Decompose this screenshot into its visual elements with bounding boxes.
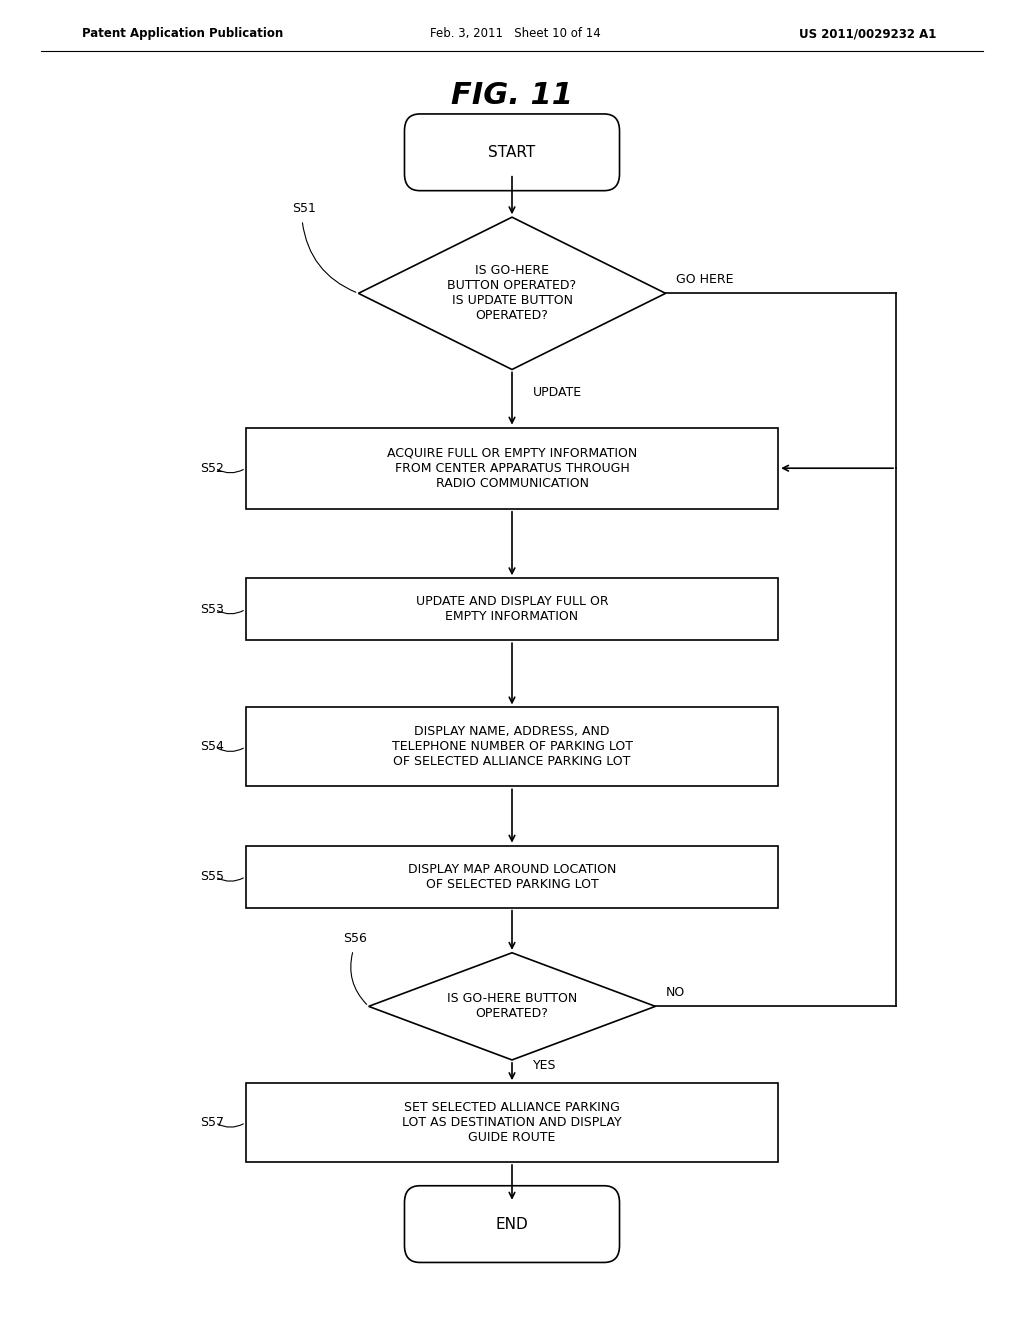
Text: END: END (496, 1217, 528, 1232)
Text: UPDATE AND DISPLAY FULL OR
EMPTY INFORMATION: UPDATE AND DISPLAY FULL OR EMPTY INFORMA… (416, 595, 608, 623)
Text: S57: S57 (200, 1117, 223, 1129)
Text: GO HERE: GO HERE (676, 273, 733, 286)
Bar (246, 1084, 778, 1162)
Bar (246, 846, 778, 908)
FancyBboxPatch shape (404, 1185, 620, 1262)
Text: S54: S54 (200, 741, 223, 754)
Bar (246, 428, 778, 508)
Text: FIG. 11: FIG. 11 (451, 82, 573, 111)
Text: NO: NO (666, 986, 685, 999)
Text: Feb. 3, 2011   Sheet 10 of 14: Feb. 3, 2011 Sheet 10 of 14 (430, 28, 601, 41)
Text: Patent Application Publication: Patent Application Publication (82, 28, 284, 41)
Text: US 2011/0029232 A1: US 2011/0029232 A1 (799, 28, 936, 41)
Polygon shape (358, 218, 666, 370)
Polygon shape (369, 953, 655, 1060)
Text: S53: S53 (200, 603, 223, 615)
Text: ACQUIRE FULL OR EMPTY INFORMATION
FROM CENTER APPARATUS THROUGH
RADIO COMMUNICAT: ACQUIRE FULL OR EMPTY INFORMATION FROM C… (387, 446, 637, 490)
Text: UPDATE: UPDATE (532, 387, 582, 400)
Text: S56: S56 (343, 932, 367, 945)
Text: DISPLAY NAME, ADDRESS, AND
TELEPHONE NUMBER OF PARKING LOT
OF SELECTED ALLIANCE : DISPLAY NAME, ADDRESS, AND TELEPHONE NUM… (391, 726, 633, 768)
FancyBboxPatch shape (404, 114, 620, 190)
Text: SET SELECTED ALLIANCE PARKING
LOT AS DESTINATION AND DISPLAY
GUIDE ROUTE: SET SELECTED ALLIANCE PARKING LOT AS DES… (402, 1101, 622, 1144)
Text: DISPLAY MAP AROUND LOCATION
OF SELECTED PARKING LOT: DISPLAY MAP AROUND LOCATION OF SELECTED … (408, 862, 616, 891)
Bar (246, 578, 778, 640)
Text: YES: YES (532, 1060, 556, 1072)
Bar (246, 708, 778, 787)
Text: S51: S51 (292, 202, 315, 215)
Text: IS GO-HERE
BUTTON OPERATED?
IS UPDATE BUTTON
OPERATED?: IS GO-HERE BUTTON OPERATED? IS UPDATE BU… (447, 264, 577, 322)
Text: S52: S52 (200, 462, 223, 475)
Text: START: START (488, 145, 536, 160)
Text: S55: S55 (200, 870, 223, 883)
Text: IS GO-HERE BUTTON
OPERATED?: IS GO-HERE BUTTON OPERATED? (446, 993, 578, 1020)
